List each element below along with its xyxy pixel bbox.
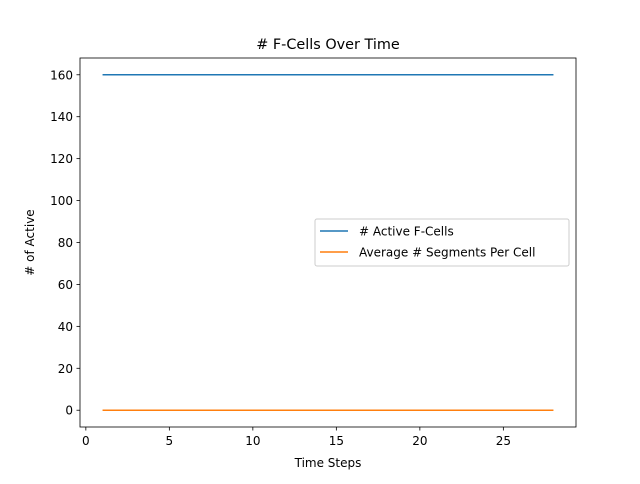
series-layer <box>102 74 554 411</box>
x-tick-label: 10 <box>245 434 260 448</box>
x-tick-label: 15 <box>329 434 344 448</box>
y-tick-label: 80 <box>58 236 73 250</box>
legend-box <box>314 218 570 267</box>
y-tick-label: 120 <box>50 152 73 166</box>
x-axis-label: Time Steps <box>294 456 362 470</box>
chart-title: # F-Cells Over Time <box>256 37 400 53</box>
x-axis-ticks: 0 5 10 15 20 25 <box>82 427 511 448</box>
y-tick-label: 20 <box>58 362 73 376</box>
y-tick-label: 160 <box>50 68 73 82</box>
x-tick-label: 20 <box>412 434 427 448</box>
y-axis-label: # of Active <box>23 209 37 275</box>
plot-area-frame <box>79 57 577 428</box>
x-tick-label: 25 <box>496 434 511 448</box>
x-tick-label: 0 <box>82 434 90 448</box>
legend-label-active-f-cells: # Active F-Cells <box>359 225 454 239</box>
y-tick-label: 0 <box>65 404 73 418</box>
y-axis-ticks: 0 20 40 60 80 100 120 140 160 <box>50 68 80 418</box>
y-tick-label: 100 <box>50 194 73 208</box>
legend: # Active F-Cells Average # Segments Per … <box>314 218 570 267</box>
y-tick-label: 140 <box>50 110 73 124</box>
y-tick-label: 60 <box>58 278 73 292</box>
y-tick-label: 40 <box>58 320 73 334</box>
legend-label-average-segments: Average # Segments Per Cell <box>359 246 535 260</box>
x-tick-label: 5 <box>166 434 174 448</box>
